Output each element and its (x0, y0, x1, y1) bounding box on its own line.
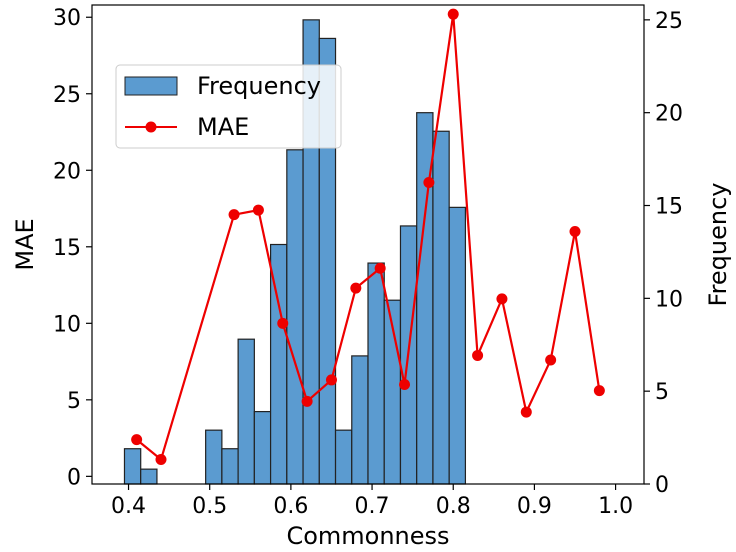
legend-swatch-frequency (124, 76, 178, 96)
frequency-bar (351, 355, 369, 485)
mae-point (447, 8, 459, 20)
mae-point (569, 225, 581, 237)
mae-point (423, 177, 435, 189)
y-left-tick-label: 25 (53, 83, 81, 108)
frequency-bar (253, 410, 272, 485)
legend: Frequency MAE (115, 64, 342, 149)
x-tick-label: 1.0 (598, 494, 633, 519)
y-right-tick-label: 15 (655, 195, 683, 220)
frequency-bar (237, 338, 255, 485)
x-tick-label: 0.7 (355, 494, 390, 519)
mae-point (155, 454, 167, 466)
frequency-bar (205, 429, 223, 485)
legend-swatch-mae-marker (145, 121, 157, 133)
mae-point (228, 209, 240, 221)
frequency-bar (334, 429, 353, 485)
frequency-bar (221, 448, 239, 485)
y-left-tick-label: 0 (67, 465, 81, 490)
mae-point (277, 317, 289, 329)
x-tick-label: 0.6 (273, 494, 308, 519)
mae-point (131, 434, 143, 446)
mae-point (374, 262, 386, 274)
y-left-tick-label: 20 (53, 159, 81, 184)
mae-point (520, 406, 532, 418)
mae-point (252, 204, 264, 216)
frequency-bar (367, 262, 385, 485)
y-axis-left-label: MAE (11, 218, 39, 270)
legend-label-frequency: Frequency (197, 72, 321, 100)
y-axis-right-label: Frequency (704, 183, 732, 307)
frequency-bar (123, 448, 142, 485)
mae-line-series (131, 8, 605, 466)
mae-point (472, 349, 484, 361)
frequency-bar (448, 206, 467, 485)
mae-point (325, 374, 337, 386)
mae-point (496, 293, 508, 305)
y-left-tick-label: 30 (53, 6, 81, 31)
frequency-bar (286, 149, 304, 485)
y-right-tick-label: 25 (655, 9, 683, 34)
y-right-tick-label: 20 (655, 102, 683, 127)
y-right-tick-label: 5 (655, 380, 669, 405)
mae-point (545, 354, 557, 366)
x-tick-label: 0.8 (436, 494, 471, 519)
x-tick-label: 0.5 (192, 494, 227, 519)
mae-point (593, 385, 605, 397)
frequency-bar (432, 130, 450, 485)
x-axis-label: Commonness (286, 522, 449, 550)
mae-point (399, 379, 411, 391)
mae-point (301, 395, 313, 407)
plot-frame (91, 4, 645, 485)
y-left-tick-label: 5 (67, 389, 81, 414)
y-left-tick-label: 15 (53, 236, 81, 261)
y-left-tick-label: 10 (53, 312, 81, 337)
mae-point (350, 282, 362, 294)
y-right-tick-label: 10 (655, 287, 683, 312)
y-right-tick-label: 0 (655, 473, 669, 498)
frequency-bar (140, 468, 158, 485)
x-tick-label: 0.9 (517, 494, 552, 519)
axes: 0.4 0.5 0.6 0.7 0.8 0.9 1.0 0 5 10 15 20 25 30 0 5 10 15 2… (53, 4, 683, 519)
x-tick-label: 0.4 (111, 494, 146, 519)
legend-label-mae: MAE (197, 113, 249, 141)
